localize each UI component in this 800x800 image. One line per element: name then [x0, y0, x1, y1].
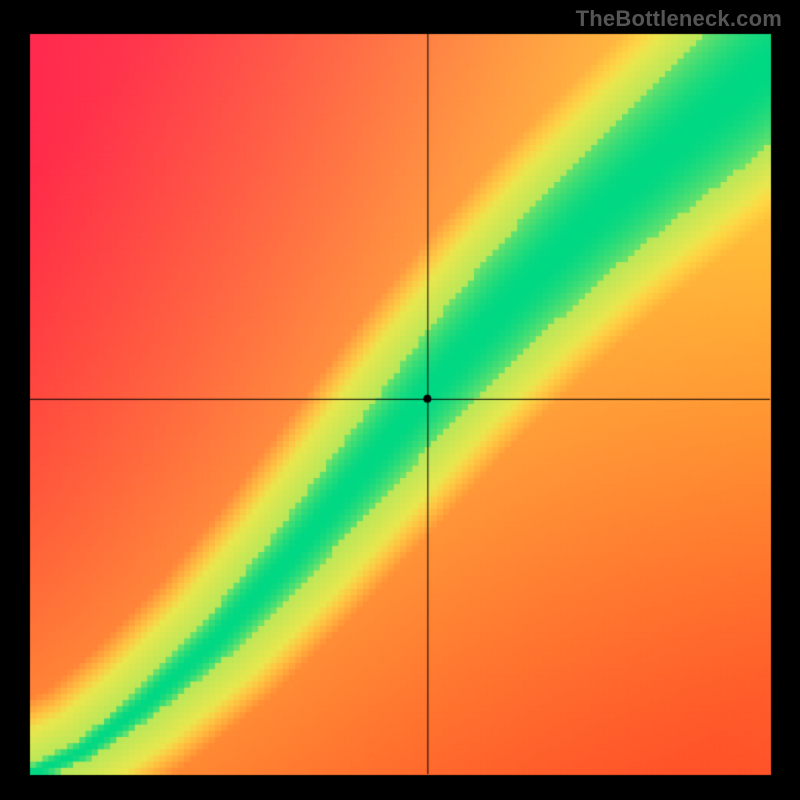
bottleneck-heatmap: [0, 0, 800, 800]
watermark-text: TheBottleneck.com: [576, 6, 782, 32]
chart-container: TheBottleneck.com: [0, 0, 800, 800]
